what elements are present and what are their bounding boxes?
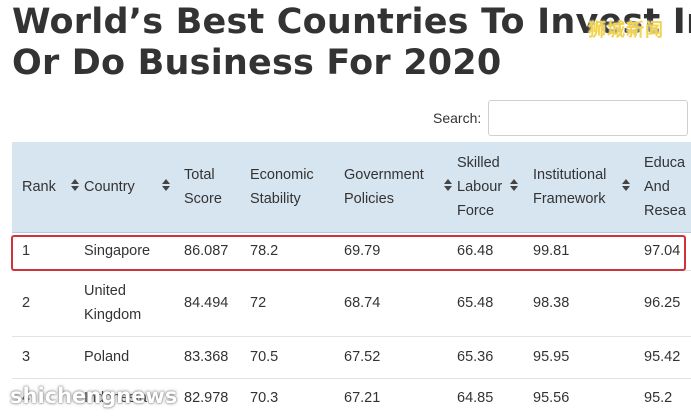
cell-country: Indonesia [84, 390, 147, 406]
cell-government-policies: 67.21 [344, 390, 381, 406]
cell-rank: 4 [22, 390, 31, 406]
column-label: Government Policies [344, 167, 424, 207]
highlight-box [11, 235, 686, 271]
sort-icon [71, 179, 79, 193]
table-header: Rank Country Total Score Economic Stabil… [12, 142, 691, 233]
cell-total-score: 84.494 [184, 295, 229, 311]
cell-institutional-framework: 95.95 [533, 349, 570, 365]
column-label: Educa And Resea [644, 155, 686, 219]
cell-government-policies: 69.79 [344, 243, 381, 259]
column-label: Country [84, 179, 135, 195]
cell-skilled-labour-force: 66.48 [457, 243, 494, 259]
cell-institutional-framework: 95.56 [533, 390, 570, 406]
column-header-total-score[interactable]: Total Score [184, 142, 250, 232]
cell-institutional-framework: 98.38 [533, 295, 570, 311]
column-header-institutional-framework[interactable]: Institutional Framework [533, 142, 643, 232]
table-row[interactable]: 3 Poland 83.368 70.5 67.52 65.36 95.95 9… [12, 336, 691, 379]
cell-skilled-labour-force: 64.85 [457, 390, 494, 406]
column-header-rank[interactable]: Rank [22, 142, 84, 232]
column-label: Skilled Labour Force [457, 155, 503, 219]
page-title-line-2: Or Do Business For 2020 [12, 43, 502, 83]
cell-education-and-research: 95.2 [644, 390, 673, 406]
cell-rank: 3 [22, 349, 31, 365]
cell-institutional-framework: 99.81 [533, 243, 570, 259]
sort-icon [622, 179, 630, 193]
cell-government-policies: 67.52 [344, 349, 381, 365]
cell-skilled-labour-force: 65.36 [457, 349, 494, 365]
cell-country: Poland [84, 349, 130, 365]
cell-rank: 1 [22, 243, 31, 259]
column-header-education-and-research[interactable]: Educa And Resea [644, 142, 691, 232]
search-input[interactable] [488, 100, 688, 136]
sort-icon [510, 179, 518, 193]
cell-economic-stability: 78.2 [250, 243, 279, 259]
cell-total-score: 86.087 [184, 243, 229, 259]
column-label: Institutional Framework [533, 167, 607, 207]
page-title-line-1: World’s Best Countries To Invest In [12, 2, 691, 42]
column-header-skilled-labour-force[interactable]: Skilled Labour Force [457, 142, 533, 232]
cell-education-and-research: 96.25 [644, 295, 681, 311]
watermark-site-text: shichengnews [10, 384, 178, 408]
cell-economic-stability: 70.5 [250, 349, 279, 365]
column-label: Economic Stability [250, 167, 314, 207]
page-title: World’s Best Countries To Invest In Or D… [12, 2, 691, 84]
column-label: Rank [22, 179, 56, 195]
column-label: Total Score [184, 167, 222, 207]
cell-total-score: 82.978 [184, 390, 229, 406]
cell-government-policies: 68.74 [344, 295, 381, 311]
sort-icon [162, 179, 170, 193]
watermark-logo-text: 狮城新闻 [588, 20, 664, 40]
table-row[interactable]: 4 Indonesia 82.978 70.3 67.21 64.85 95.5… [12, 378, 691, 418]
column-header-economic-stability[interactable]: Economic Stability [250, 142, 344, 232]
cell-economic-stability: 72 [250, 295, 267, 311]
table-row[interactable]: 2 United Kingdom 84.494 72 68.74 65.48 9… [12, 270, 691, 337]
search-label: Search: [433, 110, 482, 126]
cell-total-score: 83.368 [184, 349, 229, 365]
cell-country: United Kingdom [84, 283, 142, 323]
column-header-country[interactable]: Country [84, 142, 176, 232]
cell-education-and-research: 95.42 [644, 349, 681, 365]
cell-education-and-research: 97.04 [644, 243, 681, 259]
cell-rank: 2 [22, 295, 31, 311]
cell-economic-stability: 70.3 [250, 390, 279, 406]
cell-skilled-labour-force: 65.48 [457, 295, 494, 311]
cell-country: Singapore [84, 243, 151, 259]
column-header-government-policies[interactable]: Government Policies [344, 142, 457, 232]
sort-icon [444, 179, 452, 193]
